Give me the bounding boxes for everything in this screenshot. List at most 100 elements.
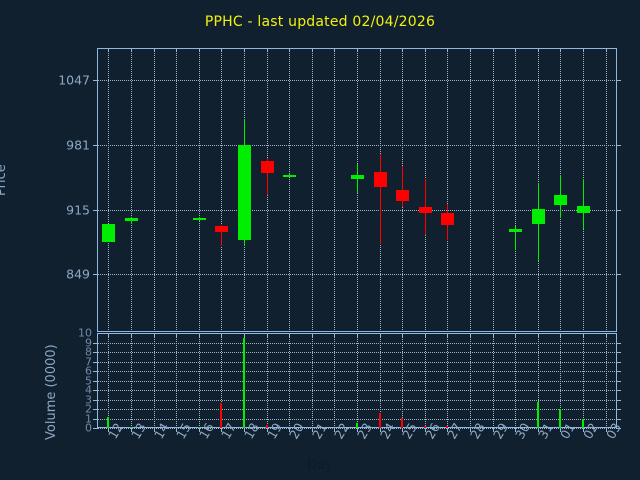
candle-body xyxy=(261,161,274,173)
x-tick-volume-top xyxy=(312,333,313,337)
volume-bar xyxy=(130,427,132,428)
price-tick xyxy=(93,145,97,146)
x-tick-top xyxy=(267,48,268,52)
x-tick-volume-top xyxy=(538,333,539,337)
x-tick-volume-top xyxy=(560,333,561,337)
price-tick-label: 981 xyxy=(66,137,90,153)
candle-body xyxy=(532,209,545,224)
candle-body xyxy=(419,207,432,213)
price-axis-title: Price xyxy=(0,164,9,196)
volume-tick-label: 1 xyxy=(85,412,92,426)
x-tick-top xyxy=(380,48,381,52)
candle-body xyxy=(509,229,522,232)
x-tick xyxy=(267,428,268,432)
x-tick-top xyxy=(108,48,109,52)
price-tick-right xyxy=(617,274,621,275)
x-tick-top xyxy=(221,48,222,52)
x-tick xyxy=(244,428,245,432)
volume-bar xyxy=(424,426,426,428)
x-tick-volume-top xyxy=(470,333,471,337)
x-tick xyxy=(312,428,313,432)
candle-body xyxy=(283,175,296,177)
candle-body xyxy=(396,190,409,201)
candle-body xyxy=(441,213,454,225)
volume-tick xyxy=(93,362,97,363)
x-tick xyxy=(380,428,381,432)
price-tick xyxy=(93,274,97,275)
x-tick-volume-top xyxy=(108,333,109,337)
x-tick-volume-top xyxy=(583,333,584,337)
day-axis-title: Day xyxy=(307,458,333,473)
price-tick-right xyxy=(617,145,621,146)
x-tick xyxy=(425,428,426,432)
x-tick-volume-top xyxy=(267,333,268,337)
volume-tick-label: 9 xyxy=(85,336,92,350)
volume-tick-right xyxy=(617,419,621,420)
price-tick-right xyxy=(617,210,621,211)
candle-wick xyxy=(267,158,268,195)
x-tick xyxy=(583,428,584,432)
volume-tick-label: 0 xyxy=(85,421,92,435)
x-tick xyxy=(606,428,607,432)
x-tick-volume-top xyxy=(244,333,245,337)
x-tick xyxy=(538,428,539,432)
volume-tick xyxy=(93,419,97,420)
x-tick-top xyxy=(176,48,177,52)
price-tick-label: 915 xyxy=(66,202,90,218)
x-tick-volume-top xyxy=(289,333,290,337)
x-tick xyxy=(560,428,561,432)
x-tick-top xyxy=(493,48,494,52)
volume-tick-right xyxy=(617,352,621,353)
candle-body xyxy=(102,224,115,242)
x-tick-volume-top xyxy=(154,333,155,337)
candle-wick xyxy=(402,166,403,207)
price-tick-label: 1047 xyxy=(58,72,90,88)
volume-tick-label: 5 xyxy=(85,374,92,388)
chart-title: PPHC - last updated 02/04/2026 xyxy=(204,14,436,30)
candle-body xyxy=(351,175,364,179)
candle-wick xyxy=(515,226,516,250)
x-tick-volume-top xyxy=(221,333,222,337)
x-tick-volume-top xyxy=(447,333,448,337)
x-tick xyxy=(289,428,290,432)
volume-bar xyxy=(446,426,448,428)
candle-body xyxy=(577,206,590,213)
x-tick xyxy=(199,428,200,432)
candle-body xyxy=(193,218,206,220)
x-tick-top xyxy=(583,48,584,52)
x-tick xyxy=(515,428,516,432)
volume-tick xyxy=(93,343,97,344)
x-tick xyxy=(176,428,177,432)
candle-wick xyxy=(583,179,584,229)
x-tick xyxy=(154,428,155,432)
x-tick xyxy=(221,428,222,432)
x-tick xyxy=(493,428,494,432)
x-tick-top xyxy=(470,48,471,52)
x-tick-volume-top xyxy=(199,333,200,337)
x-tick-top xyxy=(425,48,426,52)
volume-bar xyxy=(379,413,381,428)
x-tick xyxy=(357,428,358,432)
x-tick-top xyxy=(538,48,539,52)
x-tick-top xyxy=(244,48,245,52)
volume-bar xyxy=(107,417,109,428)
volume-tick-right xyxy=(617,400,621,401)
volume-tick xyxy=(93,371,97,372)
volume-tick-right xyxy=(617,381,621,382)
volume-tick-label: 8 xyxy=(85,345,92,359)
price-tick xyxy=(93,80,97,81)
volume-axis-title: Volume (0000) xyxy=(44,344,59,440)
volume-bar xyxy=(401,418,403,428)
x-tick-top xyxy=(357,48,358,52)
x-tick-volume-top xyxy=(425,333,426,337)
x-tick-volume-top xyxy=(176,333,177,337)
candle-wick xyxy=(221,225,222,246)
x-tick-top xyxy=(447,48,448,52)
x-tick-top xyxy=(402,48,403,52)
volume-plot-area xyxy=(97,333,617,428)
x-tick-top xyxy=(515,48,516,52)
volume-bar xyxy=(243,338,245,428)
candle-body xyxy=(215,226,228,232)
volume-tick xyxy=(93,400,97,401)
volume-bar xyxy=(356,423,358,428)
